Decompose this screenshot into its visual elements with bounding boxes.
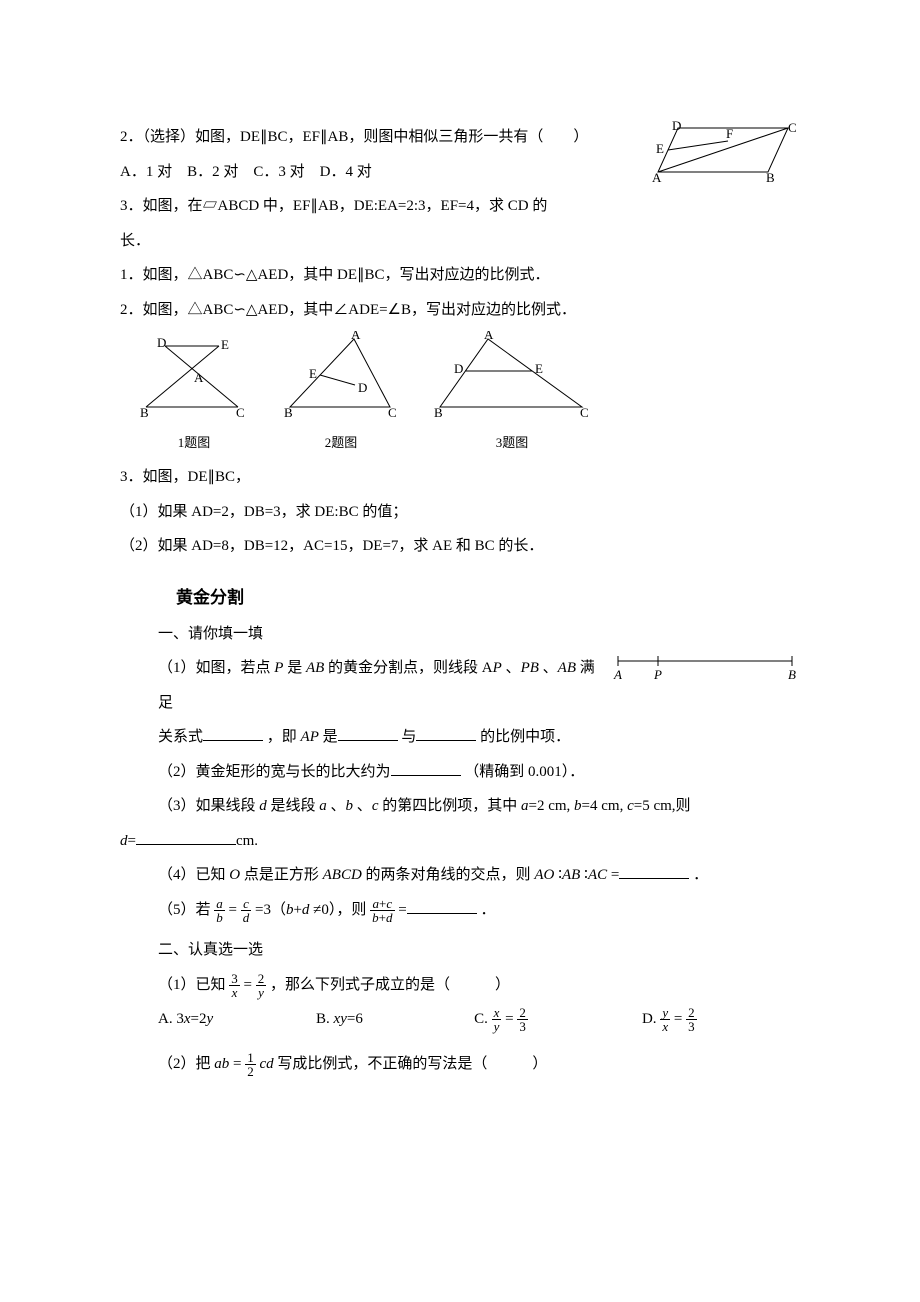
- golden-g5: （5）若 ab = cd =3（b+d ≠0），则 a+cb+d = ．: [120, 893, 800, 928]
- svg-text:B: B: [284, 405, 293, 419]
- similar-q1: 1．如图，△ABC∽△AED，其中 DE∥BC，写出对应边的比例式．: [120, 258, 800, 293]
- svg-text:D: D: [358, 380, 367, 395]
- mc2: （2）把 ab = 12 cd 写成比例式，不正确的写法是（ ）: [120, 1047, 800, 1082]
- svg-text:C: C: [788, 120, 797, 135]
- q2-optA: A．1 对: [120, 164, 172, 180]
- svg-text:C: C: [388, 405, 397, 419]
- svg-text:P: P: [653, 667, 662, 682]
- q2-optB: B．2 对: [187, 164, 238, 180]
- fig3: B C A D E 3题图: [432, 331, 592, 450]
- segment-figure: A P B: [610, 651, 800, 699]
- svg-text:C: C: [236, 405, 245, 419]
- golden-g3: （3）如果线段 d 是线段 a 、b 、c 的第四比例项，其中 a=2 cm, …: [120, 789, 800, 824]
- golden-secA: 一、请你填一填: [120, 617, 800, 652]
- golden-g1-line2: 关系式 ，即 AP 是 与 的比例中项．: [120, 720, 600, 755]
- q3-part2: 长．: [120, 224, 640, 259]
- figures-row: B C D E A 1题图 B C A E D 2题图: [138, 331, 800, 450]
- mc1-C: C. xy = 23: [474, 1002, 642, 1037]
- mc1-A: A. 3x=2y: [158, 1002, 316, 1037]
- svg-text:A: A: [194, 370, 204, 385]
- svg-text:B: B: [434, 405, 443, 419]
- q3-part1: 3．如图，在▱ABCD 中，EF∥AB，DE:EA=2:3，EF=4，求 CD …: [120, 189, 640, 224]
- svg-text:E: E: [309, 366, 317, 381]
- golden-g1: （1）如图，若点 P 是 AB 的黄金分割点，则线段 AP 、PB 、AB 满足: [120, 651, 600, 720]
- q2-options: A．1 对 B．2 对 C．3 对 D．4 对: [120, 155, 640, 190]
- golden-secB: 二、认真选一选: [120, 933, 800, 968]
- fig2-label: 2题图: [282, 435, 400, 451]
- svg-text:C: C: [580, 405, 589, 419]
- mc1-choices: A. 3x=2y B. xy=6 C. xy = 23 D. yx = 23: [120, 1002, 800, 1037]
- parallelogram-figure: A B C D E F: [650, 120, 800, 200]
- golden-g4: （4）已知 O 点是正方形 ABCD 的两条对角线的交点，则 AO ∶AB ∶A…: [120, 858, 800, 893]
- fig1-label: 1题图: [138, 435, 250, 451]
- svg-text:D: D: [672, 120, 681, 133]
- svg-text:B: B: [788, 667, 796, 682]
- mc1: （1）已知 3x = 2y ，那么下列式子成立的是（ ）: [120, 968, 800, 1003]
- svg-text:D: D: [454, 361, 463, 376]
- svg-text:A: A: [652, 170, 662, 185]
- fig3-label: 3题图: [432, 435, 592, 451]
- fig1: B C D E A 1题图: [138, 335, 250, 450]
- s3-head: 3．如图，DE∥BC，: [120, 460, 800, 495]
- svg-text:B: B: [140, 405, 149, 419]
- mc1-B: B. xy=6: [316, 1002, 474, 1037]
- svg-text:F: F: [726, 126, 733, 141]
- s3-p1: （1）如果 AD=2，DB=3，求 DE:BC 的值；: [120, 495, 800, 530]
- s3-p2: （2）如果 AD=8，DB=12，AC=15，DE=7，求 AE 和 BC 的长…: [120, 529, 800, 564]
- golden-title: 黄金分割: [120, 578, 800, 617]
- svg-text:E: E: [221, 337, 229, 352]
- golden-g2: （2）黄金矩形的宽与长的比大约为 （精确到 0.001）．: [120, 755, 800, 790]
- svg-text:A: A: [613, 667, 622, 682]
- q2-optC: C．3 对: [253, 164, 304, 180]
- svg-text:E: E: [656, 141, 664, 156]
- fig2: B C A E D 2题图: [282, 331, 400, 450]
- svg-text:A: A: [484, 331, 494, 342]
- mc1-D: D. yx = 23: [642, 1002, 800, 1037]
- golden-g3-line2: d=cm.: [120, 824, 800, 859]
- similar-q2: 2．如图，△ABC∽△AED，其中∠ADE=∠B，写出对应边的比例式．: [120, 293, 800, 328]
- q2-optD: D．4 对: [320, 164, 372, 180]
- svg-text:A: A: [351, 331, 361, 342]
- svg-text:D: D: [157, 335, 166, 350]
- svg-text:E: E: [535, 361, 543, 376]
- svg-text:B: B: [766, 170, 775, 185]
- q2-text: 2．（选择）如图，DE∥BC，EF∥AB，则图中相似三角形一共有（ ）: [120, 120, 640, 155]
